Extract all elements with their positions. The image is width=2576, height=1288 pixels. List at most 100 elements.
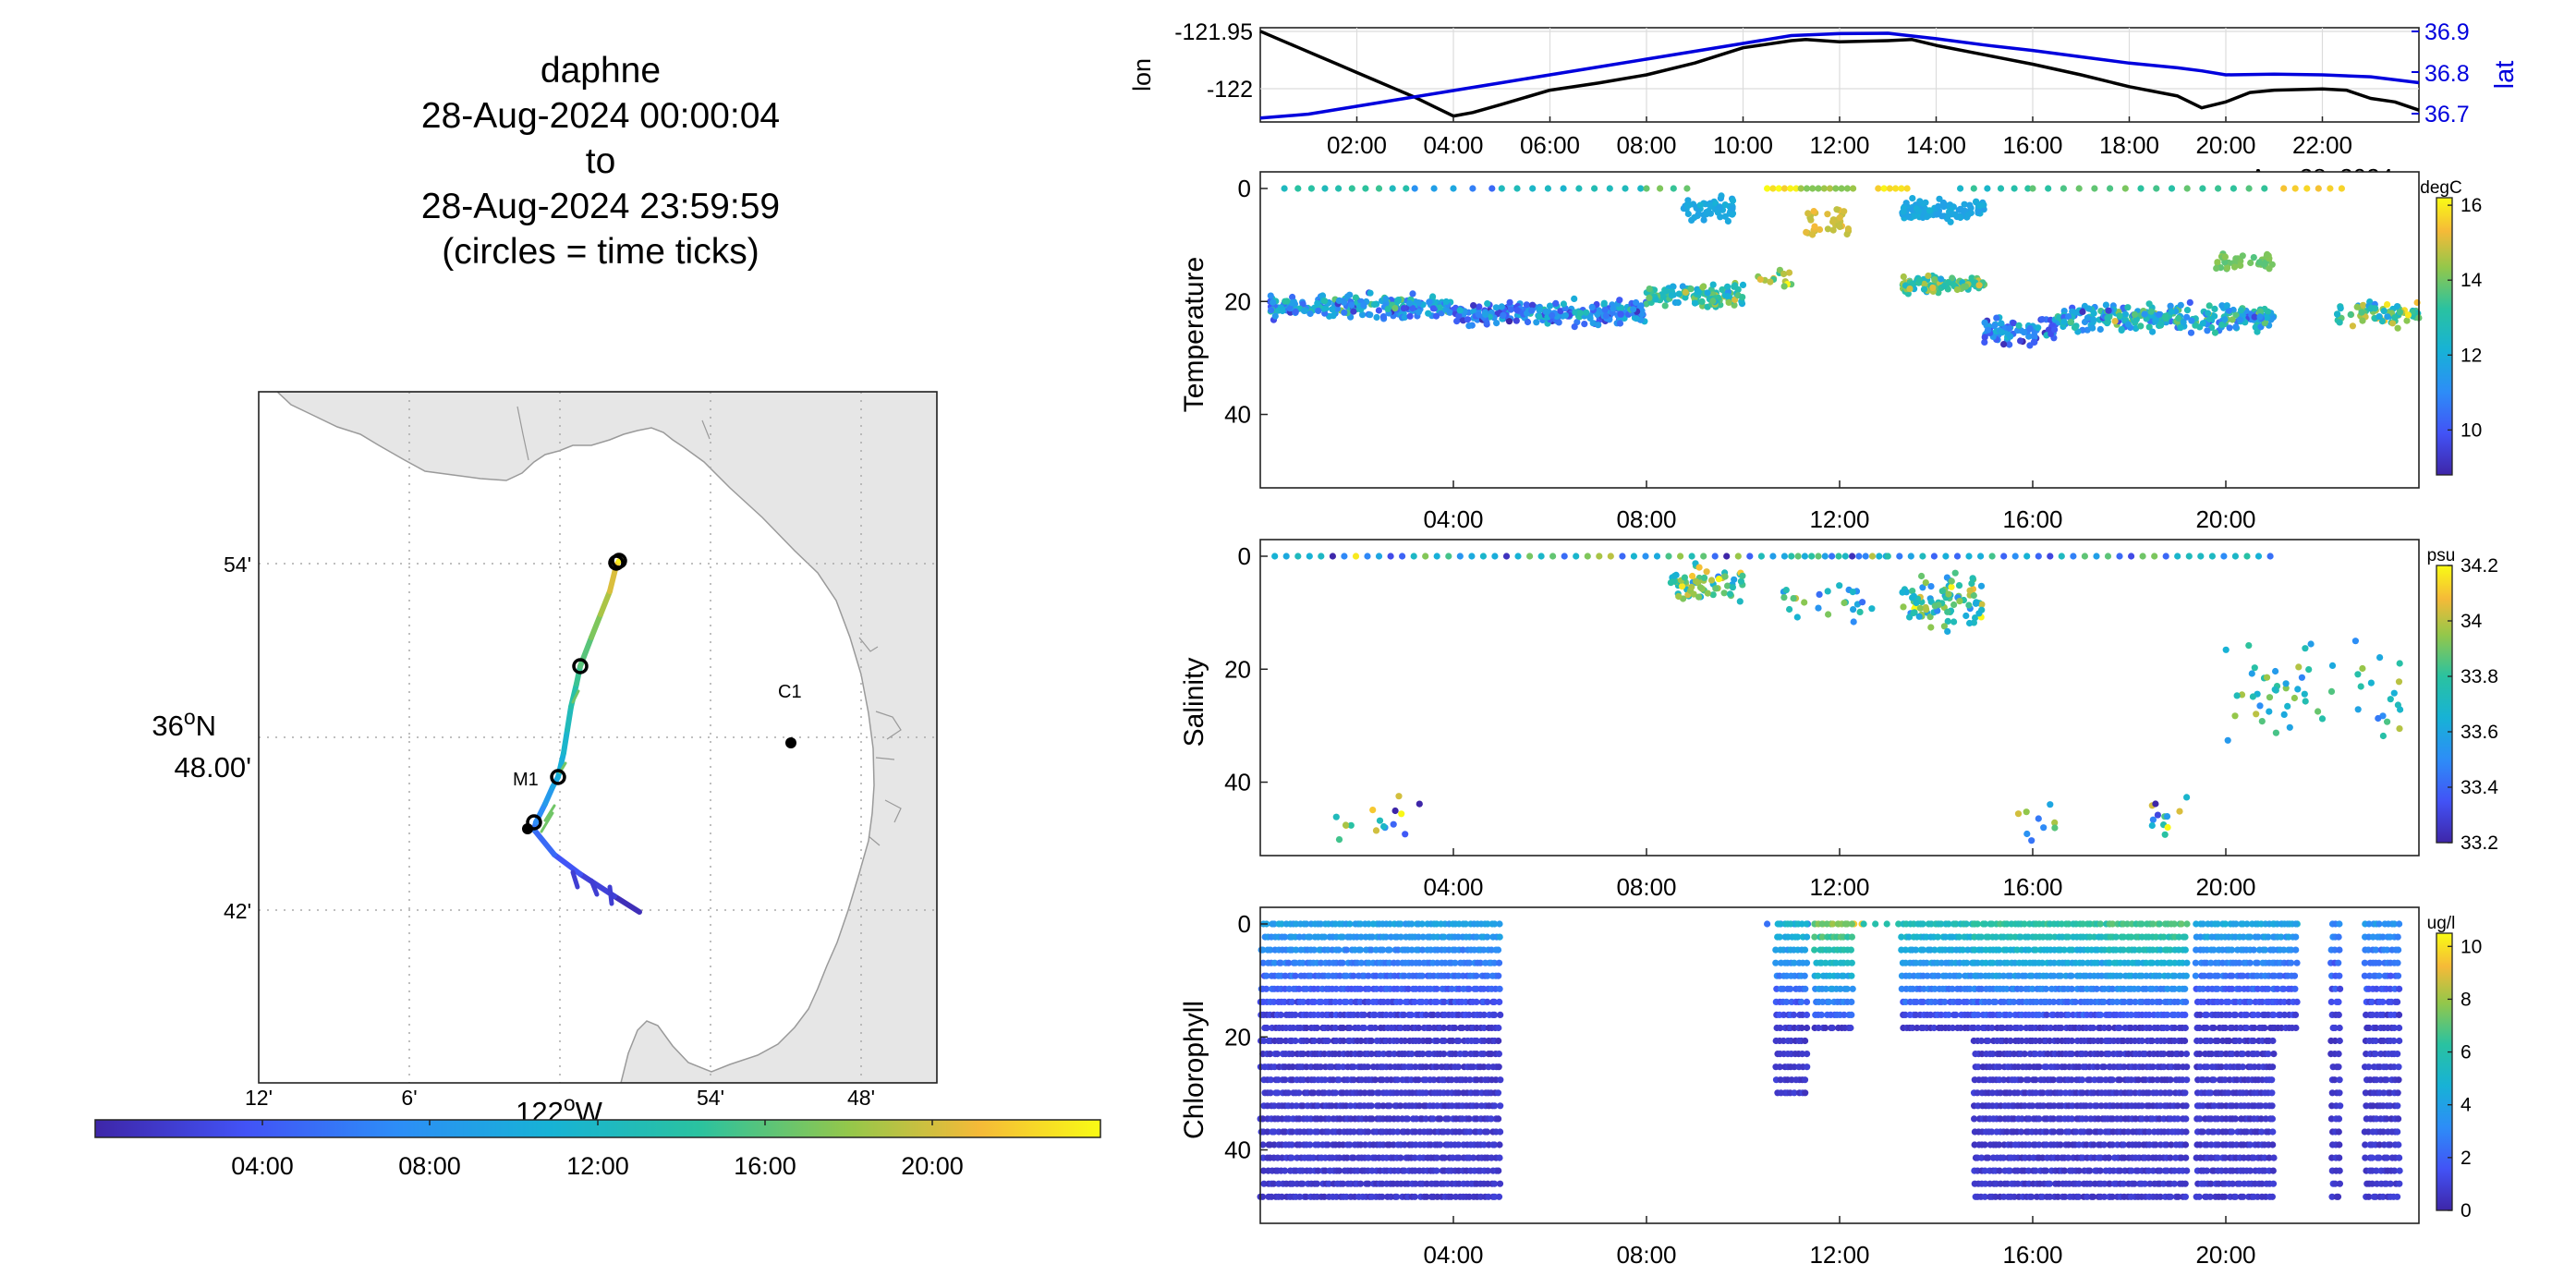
- data-point: [2237, 261, 2244, 269]
- data-point: [1289, 1128, 1296, 1136]
- data-point: [1370, 300, 1379, 309]
- data-point: [1259, 1193, 1267, 1200]
- data-point: [2351, 638, 2359, 645]
- data-point: [2192, 322, 2199, 329]
- data-point: [1793, 614, 1801, 621]
- data-point: [2222, 646, 2230, 653]
- data-point: [1950, 281, 1957, 288]
- pos-right-tick: 36.8: [2424, 61, 2470, 87]
- data-point: [1696, 201, 1704, 209]
- time-tick-circle: [526, 814, 542, 831]
- data-point: [2035, 553, 2042, 560]
- data-point: [1962, 283, 1970, 290]
- data-point: [1270, 920, 1278, 928]
- data-point: [1668, 292, 1675, 299]
- time-tick-circle: [572, 658, 589, 674]
- data-point: [1286, 305, 1294, 312]
- data-point: [2204, 327, 2211, 334]
- data-point: [2128, 553, 2135, 560]
- data-point: [1699, 284, 1707, 291]
- data-point: [1359, 311, 1367, 319]
- track-segment: [561, 727, 570, 756]
- data-point: [2185, 553, 2193, 560]
- data-point: [2157, 320, 2165, 327]
- map-colorbar-tick: 12:00: [566, 1152, 629, 1180]
- data-point: [1903, 185, 1911, 192]
- data-point: [1342, 821, 1350, 829]
- data-point: [2223, 264, 2231, 272]
- data-point: [1721, 201, 1729, 209]
- data-point: [1409, 305, 1416, 312]
- data-point: [1436, 304, 1443, 311]
- data-point: [2187, 329, 2195, 336]
- data-point: [1260, 1037, 1268, 1045]
- data-point: [1389, 185, 1396, 192]
- data-point: [1571, 323, 1578, 331]
- data-point: [2035, 815, 2042, 822]
- data-point: [2261, 185, 2268, 192]
- data-point: [1285, 959, 1293, 966]
- data-point: [2163, 813, 2171, 820]
- data-point: [2211, 312, 2218, 320]
- data-point: [1850, 618, 1857, 626]
- data-point: [1277, 1011, 1284, 1018]
- track-segment: [612, 893, 642, 915]
- data-point: [2390, 689, 2398, 697]
- data-point: [2071, 323, 2079, 331]
- data-point: [1633, 315, 1640, 322]
- data-point: [2176, 808, 2183, 815]
- data-point: [2084, 305, 2093, 312]
- data-point: [2396, 660, 2403, 667]
- data-point: [2282, 685, 2290, 692]
- data-point: [1362, 185, 1369, 192]
- data-point: [1373, 313, 1380, 322]
- data-point: [1670, 283, 1677, 290]
- data-point: [1267, 946, 1274, 954]
- pos-xtick-label: 16:00: [2002, 131, 2062, 159]
- data-point: [1931, 276, 1938, 284]
- data-point: [2280, 711, 2288, 719]
- data-point: [1734, 553, 1742, 560]
- data-point: [1549, 553, 1557, 560]
- data-point: [1723, 553, 1731, 560]
- data-point: [2177, 301, 2184, 309]
- data-point: [1497, 1076, 1504, 1084]
- data-point: [1495, 1037, 1502, 1045]
- data-point: [1496, 1141, 1503, 1148]
- data-point: [1379, 313, 1387, 321]
- pos-right-tick: 36.9: [2424, 19, 2470, 45]
- data-point: [2183, 307, 2192, 314]
- data-point: [1606, 185, 1613, 192]
- data-point: [1895, 920, 1902, 928]
- data-point: [1432, 312, 1440, 320]
- data-point: [1725, 298, 1732, 306]
- data-point: [1591, 185, 1598, 192]
- data-point: [1259, 1115, 1267, 1123]
- data-point: [1836, 582, 1843, 589]
- data-point: [1948, 577, 1955, 585]
- data-point: [1900, 603, 1907, 611]
- data-point: [1993, 314, 2000, 322]
- data-point: [2102, 301, 2109, 309]
- data-point: [2096, 325, 2104, 334]
- data-point: [1942, 553, 1950, 560]
- data-point: [1492, 304, 1500, 311]
- map-lon-tick-48: 48': [847, 1086, 875, 1110]
- data-point: [2107, 185, 2114, 192]
- data-point: [1803, 1011, 1811, 1018]
- data-point: [1282, 972, 1289, 979]
- data-point: [2263, 314, 2270, 322]
- data-point: [2079, 308, 2086, 315]
- data-point: [2116, 553, 2123, 560]
- data-point: [2230, 263, 2239, 271]
- data-point: [2221, 316, 2229, 323]
- data-point: [2000, 553, 2008, 560]
- data-point: [1505, 318, 1513, 325]
- pos-left-tick: -122: [1207, 77, 1253, 103]
- data-point: [1838, 185, 1845, 192]
- data-point: [2354, 671, 2362, 678]
- data-point: [1711, 553, 1719, 560]
- data-point: [2214, 259, 2221, 266]
- data-point: [1780, 270, 1788, 278]
- data-point: [2231, 712, 2239, 720]
